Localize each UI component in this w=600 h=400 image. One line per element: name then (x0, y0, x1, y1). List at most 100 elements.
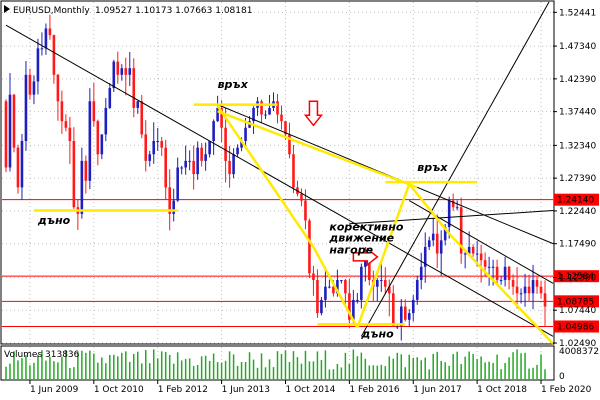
y-axis: 1.52441 1.47340 1.42390 1.37440 1.32340 1.273… (553, 8, 599, 382)
trend-line (5, 24, 554, 337)
candle-body (463, 253, 467, 255)
candle-body (276, 101, 279, 115)
yellow-line (448, 232, 554, 345)
candle-body (28, 74, 32, 95)
candle-body (48, 28, 52, 36)
candle-body (60, 101, 64, 122)
candle-body (64, 121, 68, 128)
candle-body (40, 48, 44, 50)
candle-body (204, 154, 207, 161)
candle-body (324, 286, 327, 300)
candle-body (368, 260, 371, 281)
x-tick-label: 1 Jun 2009 (30, 385, 79, 395)
candle-body (152, 141, 156, 155)
annotation-text: движение (328, 232, 394, 245)
candle-body (507, 266, 511, 281)
candle-body (128, 68, 132, 75)
yellow-annotations (33, 103, 554, 345)
trend-line (360, 1, 550, 337)
candle-body (24, 74, 28, 142)
price-level-label-bg (554, 295, 599, 308)
candle-body (348, 293, 351, 320)
candle-body (531, 280, 535, 294)
candle-body (84, 160, 88, 181)
candle-body (284, 121, 287, 135)
price-level-label-bg (554, 320, 599, 333)
candle-body (228, 160, 231, 175)
candle-body (511, 280, 515, 287)
candle-body (423, 246, 427, 267)
candle-body (499, 280, 503, 282)
y-tick-label: 1.27390 (559, 174, 596, 184)
volume-panel-frame (0, 345, 555, 381)
annotation-text: корективно (329, 220, 403, 233)
candle-body (16, 147, 20, 188)
candle-body (443, 227, 447, 241)
price-level-label: 1.08785 (557, 297, 594, 307)
candle-body (391, 293, 395, 327)
candle-body (124, 68, 128, 75)
candle-body (240, 141, 243, 148)
candle-body (88, 101, 92, 181)
candle-body (523, 286, 527, 294)
candle-body (316, 280, 319, 314)
candle-body (411, 299, 415, 314)
trend-line (349, 210, 554, 225)
y-tick-label: 1.37440 (559, 108, 596, 118)
candle-body (164, 147, 168, 188)
yellow-line (312, 246, 359, 329)
candle-body (44, 28, 48, 49)
candle-body (407, 313, 411, 320)
x-axis: 1 Jun 2009 1 Oct 2010 1 Feb 2012 1 Jun 2013… (29, 380, 592, 395)
candle-body (312, 273, 315, 281)
price-level-label-bg (554, 193, 599, 206)
candle-body (431, 233, 435, 241)
chart-header: EURUSD,Monthly 1.09527 1.10173 1.07663 1… (4, 5, 252, 16)
candle-body (352, 299, 355, 320)
volume-bars (5, 349, 546, 379)
candle-body (96, 121, 100, 155)
candle-body (8, 94, 12, 168)
candle-body (200, 147, 203, 161)
candle-body (216, 107, 219, 122)
y-tick-label: 1.02490 (559, 339, 596, 349)
x-tick-label: 1 Feb 2012 (158, 385, 208, 395)
candle-body (144, 134, 148, 161)
candle-body (320, 299, 323, 314)
y-tick-label: 1.12390 (559, 273, 596, 283)
trend-lines (5, 1, 554, 337)
candle-body (104, 107, 108, 135)
y-tick-label: 1.52441 (559, 8, 596, 18)
candle-body (340, 280, 343, 282)
candle-body (435, 233, 439, 254)
price-panel-frame (0, 0, 555, 345)
candle-body (212, 121, 215, 142)
yellow-line (216, 105, 315, 248)
candle-body (12, 94, 16, 148)
candle-body (236, 147, 239, 155)
x-tick-label: 1 Feb 2020 (541, 385, 592, 395)
x-tick-label: 1 Oct 2010 (94, 385, 144, 395)
candle-body (419, 266, 423, 281)
y-tick-label: 1.32340 (559, 141, 596, 151)
annotation-text: дъно (37, 214, 71, 227)
candle-body (403, 306, 407, 320)
candle-body (192, 160, 195, 175)
candle-body (100, 134, 104, 155)
candle-body (184, 160, 187, 168)
candle-body (471, 246, 475, 254)
candle-body (260, 101, 263, 115)
candle-body (108, 88, 112, 108)
candle-body (475, 253, 479, 255)
candle-body (467, 246, 471, 254)
annotation-text: дъно (360, 328, 394, 341)
candle-body (356, 299, 359, 301)
y-tick-label: 1.22440 (559, 207, 596, 217)
candle-body (360, 266, 363, 300)
x-tick-label: 1 Oct 2014 (285, 385, 335, 395)
candle-body (539, 286, 543, 294)
candle-body (447, 200, 451, 228)
volume-axis-max: 4008372 (559, 347, 599, 357)
